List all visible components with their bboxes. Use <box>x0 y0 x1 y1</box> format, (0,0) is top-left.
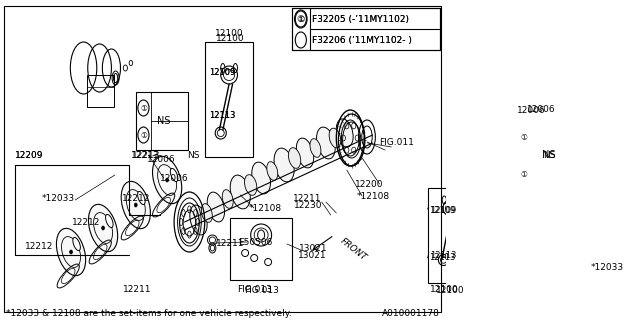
Bar <box>516 118 566 193</box>
Text: ①: ① <box>521 132 528 141</box>
Ellipse shape <box>73 237 81 251</box>
Text: ①: ① <box>297 14 305 23</box>
Bar <box>292 8 440 50</box>
Ellipse shape <box>296 138 314 168</box>
Text: *12108: *12108 <box>356 191 390 201</box>
Circle shape <box>102 226 104 230</box>
Text: NS: NS <box>157 116 170 126</box>
Bar <box>292 8 440 50</box>
Text: ①: ① <box>140 131 147 140</box>
Ellipse shape <box>336 119 353 147</box>
Ellipse shape <box>244 175 257 195</box>
Text: FIG.011: FIG.011 <box>380 138 414 147</box>
Circle shape <box>166 178 168 182</box>
Ellipse shape <box>222 190 233 208</box>
Text: FIG.013: FIG.013 <box>237 285 271 294</box>
Text: 12212: 12212 <box>25 242 54 251</box>
Ellipse shape <box>310 139 321 157</box>
Text: 12006: 12006 <box>527 105 556 114</box>
Text: F32205 (-’11MY1102): F32205 (-’11MY1102) <box>312 14 409 23</box>
Ellipse shape <box>56 228 86 276</box>
Ellipse shape <box>289 148 301 168</box>
Ellipse shape <box>121 181 150 229</box>
Ellipse shape <box>152 156 182 204</box>
Text: 12213: 12213 <box>131 150 159 159</box>
Text: 13021: 13021 <box>298 251 326 260</box>
Text: 12109: 12109 <box>429 205 455 214</box>
Circle shape <box>70 250 72 254</box>
Ellipse shape <box>170 168 178 181</box>
Bar <box>136 92 188 150</box>
Text: 12211: 12211 <box>216 238 244 247</box>
Ellipse shape <box>138 191 145 204</box>
Text: 12211: 12211 <box>292 194 321 203</box>
Text: 12109: 12109 <box>430 205 456 214</box>
Text: 12213: 12213 <box>132 151 161 160</box>
Ellipse shape <box>267 162 278 180</box>
Ellipse shape <box>329 128 340 148</box>
Text: 12100: 12100 <box>429 285 458 294</box>
Text: 12211: 12211 <box>124 285 152 294</box>
Text: 12006: 12006 <box>516 106 545 115</box>
Circle shape <box>134 203 137 207</box>
Text: 12209: 12209 <box>15 151 44 160</box>
Text: 12113: 12113 <box>209 110 236 119</box>
Text: F32206 (’11MY1102- ): F32206 (’11MY1102- ) <box>312 36 412 44</box>
Ellipse shape <box>88 204 118 252</box>
Bar <box>205 42 253 157</box>
Text: *12033 & 12108 are the set-items for one vehicle respectively.: *12033 & 12108 are the set-items for one… <box>6 308 291 317</box>
Text: *12033: *12033 <box>42 194 75 203</box>
Text: 13021: 13021 <box>300 244 328 252</box>
Text: 12230: 12230 <box>294 201 323 210</box>
Ellipse shape <box>190 205 207 235</box>
Ellipse shape <box>252 162 271 194</box>
Ellipse shape <box>317 127 335 159</box>
Text: *12108: *12108 <box>248 204 282 212</box>
Text: F32205 (-’11MY1102): F32205 (-’11MY1102) <box>312 14 409 23</box>
Text: NS: NS <box>543 150 556 159</box>
Text: 12100: 12100 <box>216 34 244 43</box>
Text: ①: ① <box>297 14 305 23</box>
Bar <box>87 75 113 107</box>
Bar <box>230 218 292 280</box>
Text: 12212: 12212 <box>122 194 150 203</box>
Text: 12200: 12200 <box>355 180 383 188</box>
Text: NS: NS <box>542 150 556 160</box>
Text: 12113: 12113 <box>209 110 236 119</box>
Text: 12100: 12100 <box>436 286 464 295</box>
Text: 12113: 12113 <box>429 253 455 262</box>
Text: *12033: *12033 <box>591 263 623 273</box>
Text: FRONT: FRONT <box>339 236 368 262</box>
Text: 12006: 12006 <box>147 155 176 164</box>
Text: FIG.013: FIG.013 <box>244 286 278 295</box>
Ellipse shape <box>274 148 294 182</box>
Text: A010001178: A010001178 <box>382 308 440 317</box>
Ellipse shape <box>202 204 212 222</box>
Bar <box>573 196 598 224</box>
Text: 12212: 12212 <box>72 218 100 227</box>
Text: 12006: 12006 <box>160 173 189 182</box>
Bar <box>428 188 473 283</box>
Text: 12113: 12113 <box>430 251 457 260</box>
Text: E50506: E50506 <box>238 237 273 246</box>
Ellipse shape <box>230 175 250 209</box>
Ellipse shape <box>207 192 225 222</box>
Text: 12109: 12109 <box>209 68 235 76</box>
Text: 12100: 12100 <box>215 29 243 38</box>
Text: 12209: 12209 <box>15 150 44 159</box>
Ellipse shape <box>106 214 113 228</box>
Text: 12109: 12109 <box>209 68 235 76</box>
Text: ①: ① <box>140 103 147 113</box>
Text: ①: ① <box>521 170 528 179</box>
Text: F32206 (’11MY1102- ): F32206 (’11MY1102- ) <box>312 36 412 44</box>
Text: NS: NS <box>187 150 199 159</box>
